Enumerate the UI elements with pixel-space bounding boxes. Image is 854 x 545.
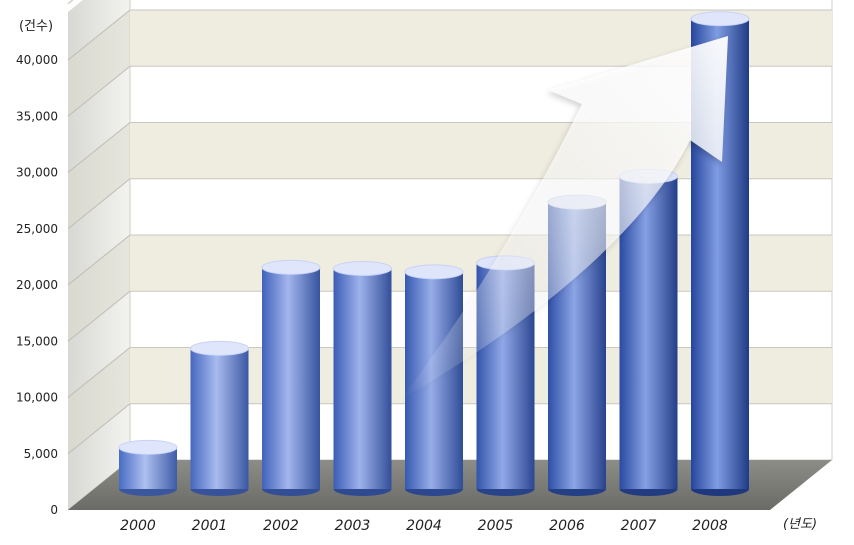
bar-body (262, 267, 320, 489)
bar-top (691, 12, 749, 26)
y-tick-label: 35,000 (16, 109, 58, 123)
y-tick-label: 10,000 (16, 391, 58, 405)
bar-body (191, 348, 249, 489)
y-tick-label: 40,000 (16, 53, 58, 67)
bar-2004 (405, 265, 463, 496)
y-tick-label: 20,000 (16, 278, 58, 292)
x-tick-label: 2004 (406, 518, 442, 534)
bar-2003 (334, 262, 392, 497)
bar-body (405, 272, 463, 489)
x-tick-label: 2000 (120, 518, 156, 534)
bar-body (334, 269, 392, 490)
y-tick-label: 5,000 (24, 447, 58, 461)
x-axis-label: (년도) (783, 517, 817, 532)
y-tick-label: 25,000 (16, 222, 58, 236)
x-tick-label: 2008 (692, 518, 728, 534)
x-tick-label: 2007 (621, 518, 657, 534)
y-tick-label: 30,000 (16, 166, 58, 180)
bar-top (119, 440, 177, 454)
x-tick-label: 2003 (335, 518, 371, 534)
x-tick-label: 2002 (263, 518, 299, 534)
bar-top (191, 341, 249, 355)
x-tick-label: 2005 (478, 518, 514, 534)
bar-top (262, 260, 320, 274)
bar-top (334, 262, 392, 276)
bar-top (405, 265, 463, 279)
x-tick-label: 2001 (192, 518, 228, 534)
y-tick-label: 15,000 (16, 334, 58, 348)
bar-2000 (119, 440, 177, 496)
bar-2001 (191, 341, 249, 496)
y-tick-label: 0 (50, 503, 58, 517)
bar-2002 (262, 260, 320, 496)
x-tick-label: 2006 (549, 518, 585, 534)
y-axis-label: (건수) (19, 19, 53, 34)
